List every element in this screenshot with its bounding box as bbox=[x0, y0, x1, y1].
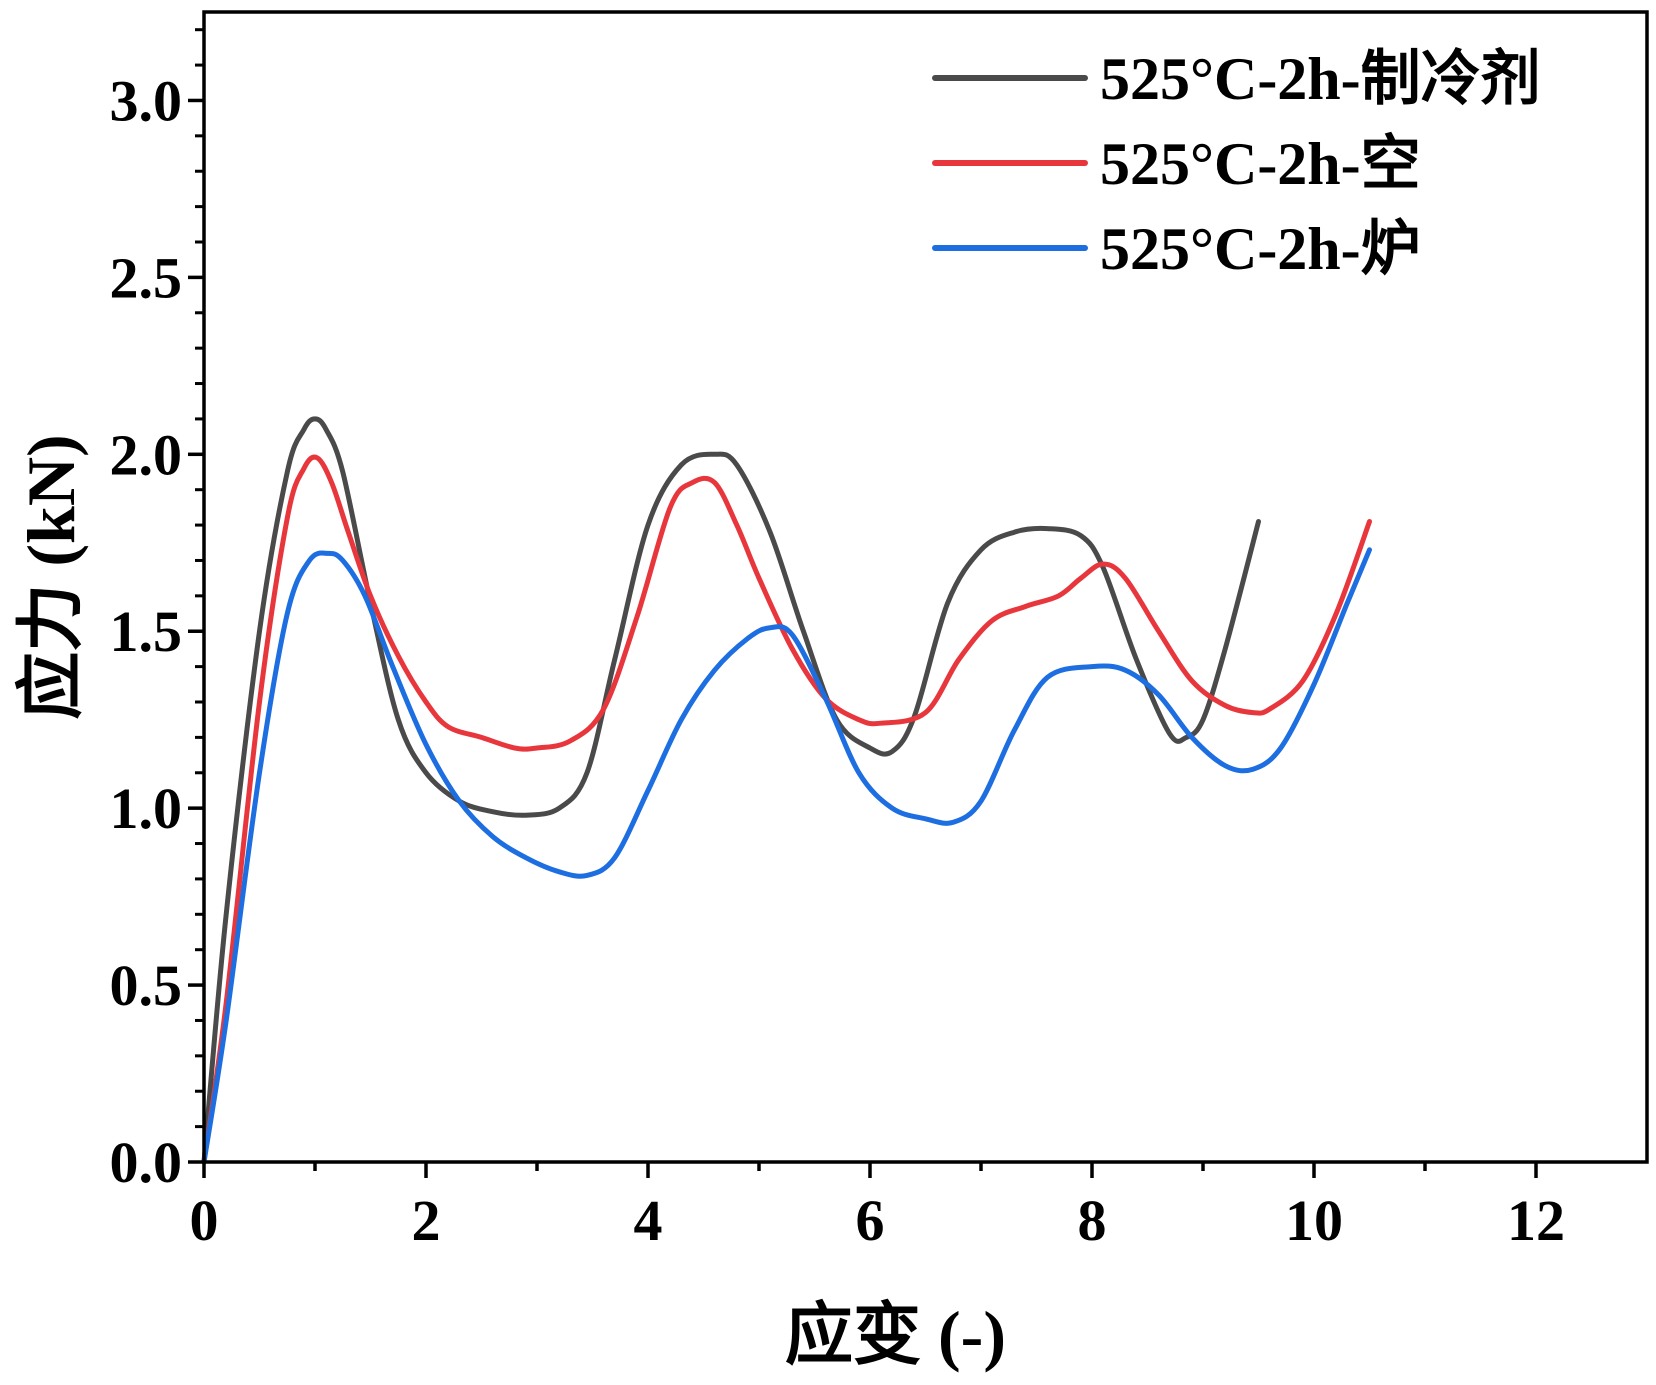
y-axis-title: 应力 (kN) bbox=[13, 434, 89, 719]
x-axis-title: 应变 (-) bbox=[785, 1297, 1006, 1373]
y-tick-label: 0.5 bbox=[110, 953, 183, 1018]
legend-label-1: 525°C-2h-制冷剂 bbox=[1100, 46, 1541, 112]
legend: 525°C-2h-制冷剂 525°C-2h-空 525°C-2h-炉 bbox=[932, 46, 1541, 282]
y-tick-label: 2.0 bbox=[110, 422, 183, 487]
x-tick-label: 2 bbox=[412, 1188, 441, 1253]
y-tick-label: 0.0 bbox=[110, 1130, 183, 1195]
y-tick-label: 3.0 bbox=[110, 68, 183, 133]
x-tick-label: 0 bbox=[190, 1188, 219, 1253]
ticks-layer: 0 2 4 6 8 10 12 0.0 0.5 1.0 1.5 2.0 2.5 3.0 bbox=[110, 28, 1565, 1253]
x-tick-label: 12 bbox=[1507, 1188, 1565, 1253]
x-tick-label: 10 bbox=[1285, 1188, 1343, 1253]
y-tick-label: 1.5 bbox=[110, 599, 183, 664]
y-tick-label: 1.0 bbox=[110, 776, 183, 841]
x-tick-label: 4 bbox=[634, 1188, 663, 1253]
legend-label-3: 525°C-2h-炉 bbox=[1100, 216, 1421, 282]
y-tick-label: 2.5 bbox=[110, 245, 183, 310]
plot-frame bbox=[202, 10, 1649, 1164]
series-layer bbox=[201, 416, 1372, 1165]
series-line-1 bbox=[201, 416, 1261, 1165]
x-tick-label: 6 bbox=[856, 1188, 885, 1253]
legend-label-2: 525°C-2h-空 bbox=[1100, 131, 1421, 197]
series-line-3 bbox=[201, 547, 1372, 1165]
x-tick-label: 8 bbox=[1078, 1188, 1107, 1253]
series-line-2 bbox=[201, 454, 1372, 1165]
